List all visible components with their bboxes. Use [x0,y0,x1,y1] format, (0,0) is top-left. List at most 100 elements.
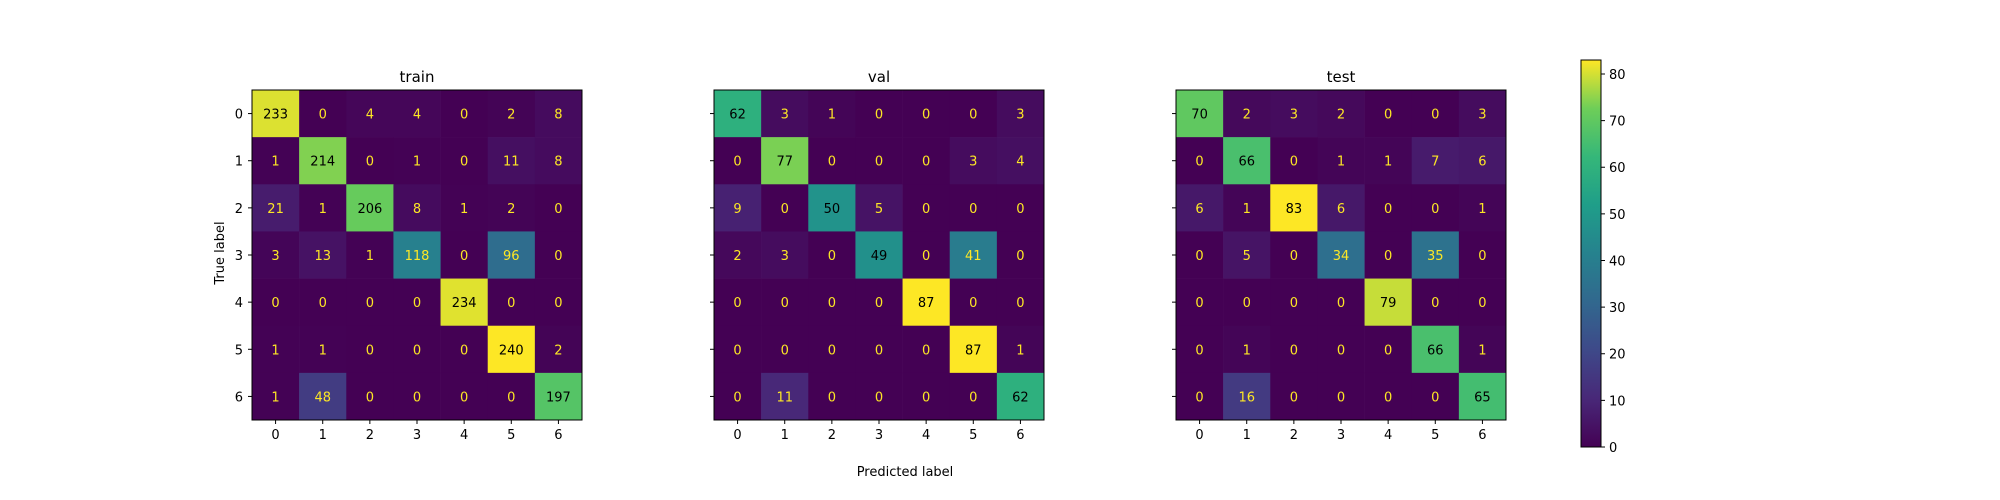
heatmap-cell [714,90,762,138]
cell-value-label: 0 [1195,390,1203,405]
heatmap-cell [346,184,394,232]
y-tick-label: 6 [235,390,243,405]
cell-value-label: 0 [507,390,515,405]
x-tick-label: 6 [1016,428,1024,443]
cell-value-label: 0 [319,108,327,123]
cell-value-label: 0 [460,108,468,123]
cell-value-label: 4 [1016,155,1024,170]
heatmap-cell [1458,325,1507,374]
heatmap-cell [252,137,300,185]
colorbar-tick-label: 70 [1609,115,1626,130]
cell-value-label: 0 [922,249,930,264]
cell-value-label: 0 [1337,390,1345,405]
colorbar-tick-label: 80 [1609,68,1626,83]
heatmap-cell [1317,325,1365,374]
cell-value-label: 0 [1431,296,1439,311]
heatmap-cell [252,325,300,374]
cell-value-label: 0 [1431,202,1439,217]
heatmap-cell [902,137,951,185]
heatmap-cell [1223,184,1271,232]
cell-value-label: 9 [733,202,741,217]
cell-value-label: 49 [871,249,888,264]
cell-value-label: 6 [1478,155,1486,170]
cell-value-label: 0 [781,343,789,358]
heatmap-cell [1411,278,1460,327]
heatmap-cell [1458,90,1507,138]
heatmap-cell [1317,231,1365,279]
heatmap-cell [714,278,762,327]
heatmap-cell [1223,325,1271,374]
heatmap-cell [1458,184,1507,232]
heatmap-cell [440,231,489,279]
colorbar: 0 10 20 30 40 50 60 70 80 [1580,59,1626,456]
cell-value-label: 233 [263,108,288,123]
cell-value-label: 77 [776,155,793,170]
cell-value-label: 2 [554,343,562,358]
heatmap-cell [1317,90,1365,138]
panels-layer: 233 0 4 4 0 2 81 214 0 1 0 11 821 1 206 8 1 2 03 13 1 118 0 96 0… [235,68,1507,443]
heatmap-cell [855,278,903,327]
heatmap-cell [1270,137,1318,185]
colorbar-gradient [1580,59,1602,448]
cell-value-label: 0 [828,155,836,170]
cell-value-label: 214 [310,155,335,170]
cell-value-label: 6 [1195,202,1203,217]
cell-value-label: 66 [1238,155,1255,170]
cell-value-label: 34 [1333,249,1350,264]
x-tick-label: 0 [733,428,741,443]
heatmap-cell [1176,231,1224,279]
x-tick-label: 3 [1337,428,1345,443]
x-tick-label: 4 [460,428,468,443]
heatmap-cell [487,325,536,374]
cell-value-label: 8 [554,108,562,123]
heatmap-cell [808,184,856,232]
cell-value-label: 0 [1243,296,1251,311]
cell-value-label: 240 [499,343,524,358]
x-tick-label: 6 [554,428,562,443]
heatmap-cell [1176,372,1224,421]
heatmap-cell [1458,372,1507,421]
cell-value-label: 1 [1478,202,1486,217]
cell-value-label: 0 [969,390,977,405]
heatmap-cell [808,90,856,138]
cell-value-label: 3 [1016,108,1024,123]
heatmap-cell [299,137,347,185]
cell-value-label: 35 [1427,249,1444,264]
x-tick-label: 3 [875,428,883,443]
heatmap-cell [1223,278,1271,327]
cell-value-label: 3 [271,249,279,264]
cell-value-label: 87 [918,296,935,311]
colorbar-tick-label: 60 [1609,161,1626,176]
cell-value-label: 0 [460,155,468,170]
panel-title: test [1327,68,1356,86]
heatmap-cell [440,184,489,232]
cell-value-label: 5 [1243,249,1251,264]
heatmap-cell [534,137,583,185]
x-tick-label: 1 [781,428,789,443]
cell-value-label: 0 [1290,390,1298,405]
heatmap-cell [949,90,998,138]
heatmap-cell [761,325,809,374]
x-tick-label: 1 [1243,428,1251,443]
heatmap-cell [949,137,998,185]
cell-value-label: 1 [1243,343,1251,358]
heatmap-cell [299,372,347,421]
cell-value-label: 65 [1474,390,1491,405]
heatmap-cell [808,231,856,279]
x-tick-label: 5 [1431,428,1439,443]
cell-value-label: 0 [460,390,468,405]
heatmap-cell [1411,90,1460,138]
heatmap-cell [1411,231,1460,279]
heatmap-cell [1176,184,1224,232]
cell-value-label: 79 [1380,296,1397,311]
heatmap-cell [996,137,1045,185]
heatmap-cell [761,90,809,138]
heatmap-cell [1176,137,1224,185]
panel-title: train [400,68,435,86]
cell-value-label: 87 [965,343,982,358]
heatmap-cell [534,90,583,138]
heatmap-cell [1364,325,1413,374]
heatmap-cell [949,184,998,232]
heatmap-cell [1458,231,1507,279]
heatmap-cell [346,278,394,327]
